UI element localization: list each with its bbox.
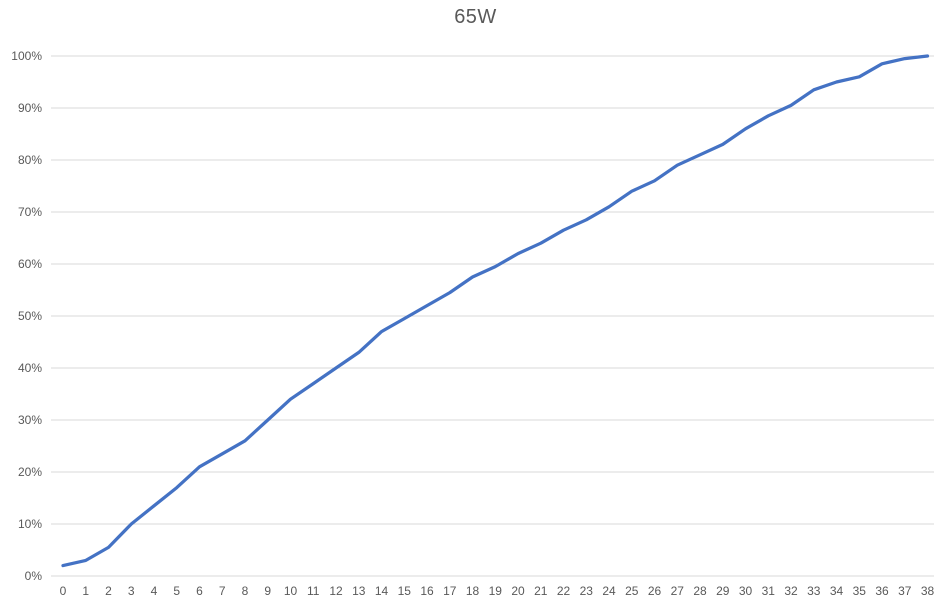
- chart-title: 65W: [454, 6, 497, 28]
- x-axis-tick-label: 6: [196, 584, 203, 598]
- x-axis-tick-label: 4: [150, 584, 158, 598]
- x-axis-tick-label: 7: [218, 584, 226, 598]
- x-axis-tick-label: 32: [784, 584, 798, 598]
- x-axis-tick-label: 14: [374, 584, 389, 598]
- y-axis-tick-label: 60%: [17, 257, 42, 271]
- y-axis-tick-label: 70%: [17, 205, 42, 219]
- x-axis-tick-label: 27: [670, 584, 684, 598]
- x-axis-tick-label: 28: [693, 584, 707, 598]
- y-axis-tick-label: 20%: [17, 465, 42, 479]
- x-axis-tick-label: 13: [352, 584, 366, 598]
- x-axis-tick-label: 38: [920, 584, 935, 598]
- x-axis-tick-label: 3: [127, 584, 135, 598]
- x-axis-tick-label: 26: [647, 584, 662, 598]
- x-axis-tick-label: 25: [625, 584, 639, 598]
- x-axis-tick-label: 17: [443, 584, 457, 598]
- x-axis-tick-label: 31: [761, 584, 775, 598]
- x-axis-tick-label: 34: [829, 584, 844, 598]
- x-axis-tick-label: 10: [283, 584, 298, 598]
- y-axis-tick-label: 40%: [17, 361, 42, 375]
- series-line-65w: [61, 54, 930, 568]
- y-axis-tick-label: 50%: [17, 309, 42, 323]
- y-axis-tick-label: 10%: [17, 517, 42, 531]
- y-axis-tick-label: 100%: [11, 49, 42, 63]
- x-axis-tick-label: 18: [465, 584, 480, 598]
- y-axis-tick-label: 80%: [17, 153, 42, 167]
- x-axis-tick-label: 22: [556, 584, 571, 598]
- y-axis-tick-label: 30%: [17, 413, 42, 427]
- y-axis-tick-label: 0%: [24, 569, 42, 583]
- x-axis-tick-label: 0: [59, 584, 67, 598]
- x-axis-tick-label: 29: [716, 584, 730, 598]
- x-axis-tick-label: 5: [173, 584, 181, 598]
- x-axis-tick-label: 21: [534, 584, 548, 598]
- x-axis-tick-label: 19: [488, 584, 502, 598]
- x-axis-tick-label: 24: [602, 584, 616, 598]
- x-axis-tick-label: 16: [420, 584, 434, 598]
- x-axis-tick-label: 35: [852, 584, 866, 598]
- x-axis-tick-label: 20: [511, 584, 525, 598]
- x-axis-tick-label: 12: [329, 584, 343, 598]
- x-axis-tick-label: 23: [579, 584, 593, 598]
- x-axis-tick-label: 30: [738, 584, 753, 598]
- x-axis-tick-label: 37: [898, 584, 912, 598]
- x-axis-tick-label: 2: [105, 584, 112, 598]
- x-axis-tick-label: 15: [397, 584, 411, 598]
- x-axis-tick-label: 36: [875, 584, 889, 598]
- x-axis-tick-label: 33: [807, 584, 821, 598]
- x-axis-tick-label: 9: [264, 584, 272, 598]
- y-axis-tick-label: 90%: [17, 101, 42, 115]
- x-axis-tick-label: 11: [307, 584, 320, 598]
- x-axis-tick-label: 1: [82, 584, 90, 598]
- x-axis-tick-label: 8: [241, 584, 249, 598]
